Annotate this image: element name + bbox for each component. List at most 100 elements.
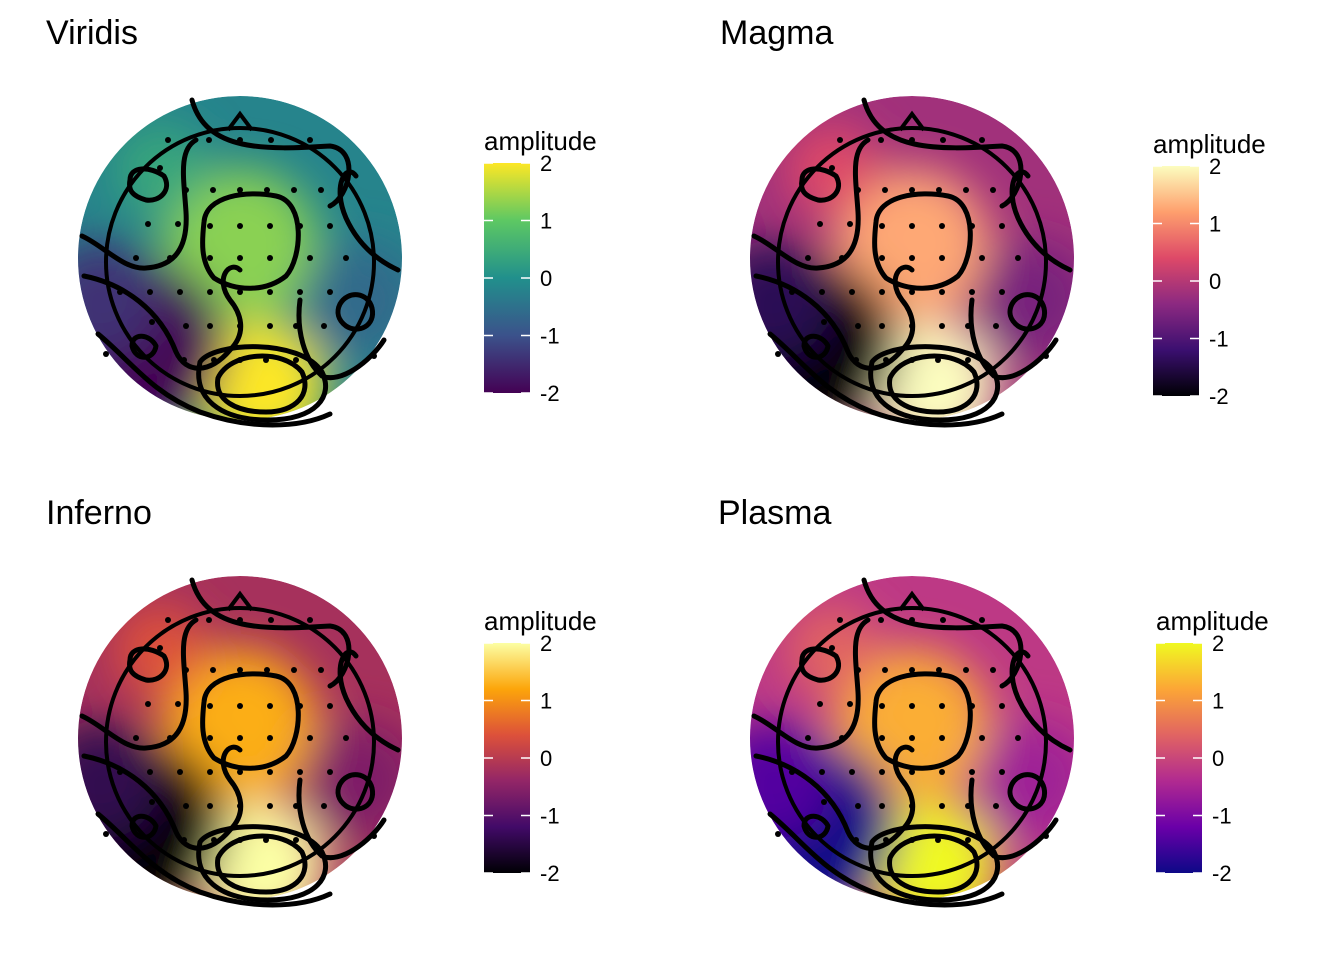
contour-line <box>801 333 831 360</box>
electrode <box>237 323 243 329</box>
electrode <box>183 803 189 809</box>
electrode <box>149 799 155 805</box>
legend-title: amplitude <box>1156 606 1269 636</box>
electrode <box>965 837 971 843</box>
electrode <box>181 837 187 843</box>
electrode <box>371 353 377 359</box>
contour-line <box>968 777 1059 861</box>
electrode <box>939 803 945 809</box>
electrode <box>909 803 915 809</box>
electrode <box>935 837 941 843</box>
electrode <box>940 617 946 623</box>
electrode <box>264 187 270 193</box>
electrode <box>343 255 349 261</box>
amplitude-blob <box>78 720 160 840</box>
electrode <box>909 223 915 229</box>
colorbar-tick-label: -2 <box>540 381 560 406</box>
electrode <box>853 837 859 843</box>
electrode <box>879 803 885 809</box>
electrode <box>965 323 971 329</box>
electrode <box>935 357 941 363</box>
contour-line <box>968 297 1059 381</box>
electrode <box>267 735 273 741</box>
amplitude-blob <box>750 720 832 840</box>
topomap <box>750 576 1074 908</box>
electrode <box>1015 255 1021 261</box>
contour-line <box>81 744 244 851</box>
electrode <box>183 667 189 673</box>
colorbar-tick-label: 0 <box>540 266 552 291</box>
electrode <box>149 319 155 325</box>
electrode <box>837 617 843 623</box>
amplitude-blob <box>162 648 318 804</box>
contour-line <box>337 169 401 273</box>
electrode <box>969 289 975 295</box>
electrode <box>990 187 996 193</box>
electrode <box>789 289 795 295</box>
electrode <box>999 223 1005 229</box>
electrode <box>371 833 377 839</box>
contour-line <box>95 811 333 908</box>
colorbar-tick-label: -2 <box>1209 384 1229 409</box>
amplitude-blob <box>78 240 160 360</box>
electrode <box>207 323 213 329</box>
contour-line <box>196 824 329 903</box>
electrode <box>293 803 299 809</box>
contour-line <box>215 353 308 415</box>
electrode <box>117 769 123 775</box>
contour-line <box>872 671 973 771</box>
electrode <box>940 137 946 143</box>
colorbar-tick-label: -2 <box>540 861 560 886</box>
contour-line <box>200 191 301 291</box>
electrode <box>847 701 853 707</box>
panel-title: Inferno <box>46 494 152 532</box>
contour-line <box>767 811 1005 908</box>
topomap <box>750 96 1074 428</box>
panel-title: Viridis <box>46 14 138 52</box>
colorbar-tick-label: -1 <box>540 804 560 829</box>
contour-line <box>1009 649 1073 753</box>
electrode <box>327 703 333 709</box>
electrode <box>878 137 884 143</box>
electrode <box>103 351 109 357</box>
contour-line <box>887 833 980 895</box>
electrode <box>939 703 945 709</box>
electrode <box>1043 353 1049 359</box>
electrode <box>909 703 915 709</box>
electrode <box>909 323 915 329</box>
electrode <box>206 137 212 143</box>
electrode <box>327 289 333 295</box>
electrode <box>819 289 825 295</box>
electrode <box>237 735 243 741</box>
electrode <box>264 667 270 673</box>
electrode <box>268 617 274 623</box>
contour-line <box>81 264 244 371</box>
nose-marker <box>898 590 926 612</box>
electrode <box>939 255 945 261</box>
electrode <box>318 667 324 673</box>
electrode <box>237 357 243 363</box>
electrode <box>993 323 999 329</box>
nose-marker <box>226 110 254 132</box>
contour-lines <box>79 97 401 428</box>
electrode <box>145 701 151 707</box>
contour-line <box>335 772 376 812</box>
electrode <box>879 223 885 229</box>
electrode <box>817 701 823 707</box>
electrode <box>879 323 885 329</box>
electrode <box>909 357 915 363</box>
electrode <box>237 837 243 843</box>
electrode <box>267 223 273 229</box>
colorbar-legend: amplitude 2 1 0 -1 -2 <box>1153 129 1266 409</box>
electrodes <box>103 617 377 843</box>
electrode <box>307 255 313 261</box>
colorbar-tick-label: 1 <box>1212 689 1224 714</box>
contour-line <box>887 353 980 415</box>
electrode <box>839 255 845 261</box>
electrode <box>237 223 243 229</box>
electrode <box>267 323 273 329</box>
contour-line <box>1009 169 1073 273</box>
contour-line <box>95 331 333 428</box>
electrode <box>206 617 212 623</box>
electrode <box>879 255 885 261</box>
